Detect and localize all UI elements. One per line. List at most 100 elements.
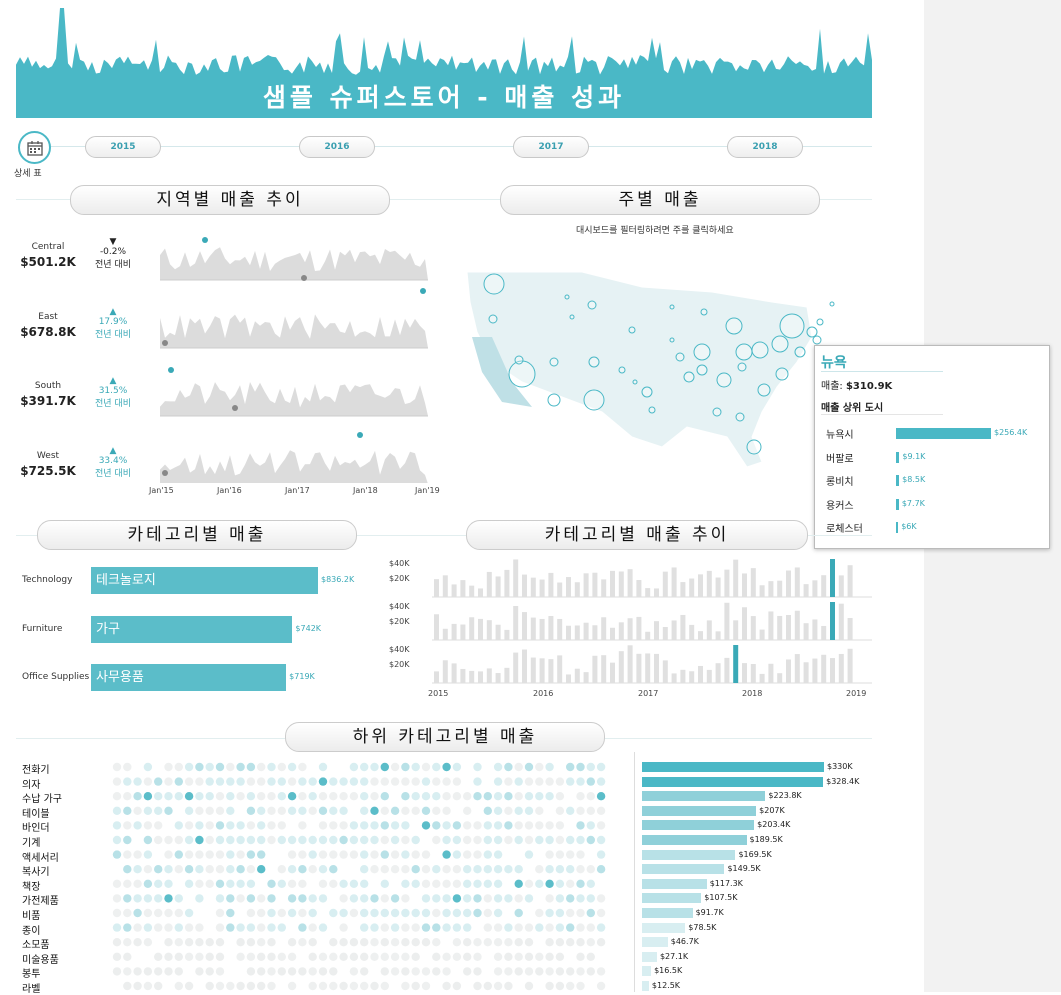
subcategory-bar[interactable] [642,922,686,933]
subcategory-dot [463,894,472,903]
subcategory-dot [154,792,163,801]
trend-bar [460,580,466,597]
category-bar[interactable]: 테크놀로지 [91,567,318,594]
subcategory-bar[interactable] [642,981,649,991]
trend-bar [548,616,554,640]
category-bar[interactable]: 가구 [91,615,293,643]
subcategory-dot [298,821,307,830]
subcategory-dot [576,967,585,976]
year-2015-button[interactable]: 2015 [85,136,161,158]
subcategory-dot [401,981,410,991]
subcategory-bar[interactable] [642,805,757,816]
subcategory-label: 테이블 [22,808,50,820]
subcategory-bar[interactable] [642,864,725,875]
subcategory-bar[interactable] [642,878,707,889]
subcategory-dot [154,879,163,888]
subcategory-dot [164,923,173,932]
subcategory-bar[interactable] [642,762,824,772]
subcategory-dot [452,777,462,786]
subcategory-bar[interactable] [642,966,652,977]
subcategory-label: 미술용품 [22,954,59,966]
tooltip-city-name: 버팔로 [826,453,854,465]
subcategory-dot [123,865,132,874]
subcategory-dot [524,938,534,947]
subcategory-dot [298,967,307,976]
subcategory-dot [267,835,276,845]
subcategory-dot [432,879,441,888]
subcategory-dot [473,938,482,947]
year-2017-button[interactable]: 2017 [513,136,589,158]
subcategory-dot [339,894,348,903]
subcategory-dot [524,821,534,830]
subcategory-dot [596,908,606,918]
subcategory-bar[interactable] [642,791,766,802]
subcategory-dot [257,894,266,903]
subcategory-dot [452,952,462,961]
subcategory-bar[interactable] [642,776,824,787]
trend-y-tick: $40K [389,559,410,568]
trend-bar [495,624,501,640]
subcategory-dot [401,762,410,772]
trend-bar [530,657,536,683]
subcategory-dot [504,879,513,888]
subcategory-bar[interactable] [642,893,702,904]
subcategory-dot [226,938,235,947]
subcategory-bar[interactable] [642,951,657,962]
tooltip-city-value: $7.7K [901,498,925,508]
subcategory-dot [308,835,317,845]
category-bar[interactable]: 사무용품 [91,664,287,691]
subcategory-dot [246,762,256,772]
trend-bar [768,663,774,683]
subcategory-dot [545,923,554,932]
sparkline-marker [162,340,168,346]
subcategory-label: 종이 [22,925,41,937]
detail-table-label: 상세 표 [14,169,42,179]
subcategory-bar[interactable] [642,820,755,831]
subcategory-dot [535,792,544,801]
state-sales-bubble [746,439,762,455]
subcategory-dot [463,879,472,888]
category-label: Furniture [22,623,63,634]
subcategory-dot [164,850,173,859]
trend-bar [583,672,589,683]
subcategory-dot [195,850,204,859]
subcategory-dot [390,938,400,947]
subcategory-bar[interactable] [642,835,747,845]
subcategory-dot [349,777,359,786]
subcategory-value: $46.7K [670,937,699,947]
trend-y-tick: $40K [389,645,410,654]
trend-bar [830,658,835,683]
subcategory-dot [545,777,554,786]
trend-bar [442,628,448,640]
subcategory-dot [483,908,492,918]
subcategory-dot [143,835,153,845]
subcategory-dot [473,981,482,991]
subcategory-dot [287,938,297,947]
trend-bar [803,623,809,640]
subcategory-dot [349,981,359,991]
subcategory-dot [514,908,523,918]
trend-bar [434,671,439,683]
calendar-icon[interactable] [18,131,51,164]
trend-bar [592,655,598,683]
us-state-map[interactable] [462,262,842,477]
trend-bar [698,631,703,640]
subcategory-bar[interactable] [642,849,736,860]
sparkline-area [160,247,428,280]
subcategory-bar[interactable] [642,908,693,918]
subcategory-dot [246,777,256,786]
subcategory-dot [267,981,276,991]
subcategory-dot [473,908,482,918]
trend-bar [838,575,844,597]
state-sales-bubble [737,362,747,372]
year-2016-button[interactable]: 2016 [299,136,375,158]
subcategory-dot [442,865,451,874]
subcategory-dot [246,894,256,903]
subcategory-bar[interactable] [642,937,668,948]
year-2018-button[interactable]: 2018 [727,136,803,158]
subcategory-dot [576,865,585,874]
subcategory-dot [566,938,575,947]
subcategory-dot [339,792,348,801]
subcategory-dot [236,821,245,830]
subcategory-dot [493,850,503,859]
